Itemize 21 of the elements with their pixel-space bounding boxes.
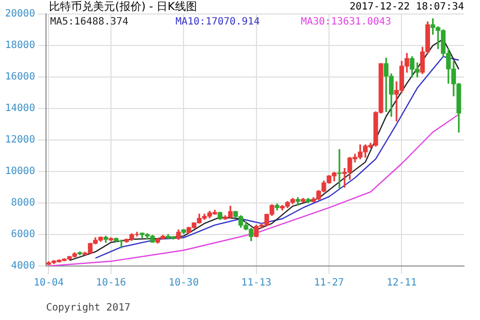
text: Copyright 2017 <box>46 302 130 314</box>
text: 2017-12-22 18:07:34 <box>350 2 464 13</box>
x-tick-label: 11-13 <box>241 278 272 289</box>
y-tick-label: 6000 <box>11 229 36 240</box>
x-tick-label: 10-04 <box>34 278 64 289</box>
y-tick-label: 14000 <box>4 103 36 114</box>
y-tick-label: 10000 <box>4 166 36 178</box>
y-tick-label: 16000 <box>4 72 36 83</box>
y-tick-label: 8000 <box>11 198 36 209</box>
y-tick-label: 18000 <box>4 40 36 52</box>
chart-title: 比特币兑美元(报价) - 日K线图 <box>49 0 197 13</box>
x-tick-label: 11-27 <box>314 278 344 289</box>
text: MA5:16488.374 <box>50 16 128 28</box>
x-tick-label: 10-16 <box>96 278 126 289</box>
y-tick-label: 12000 <box>4 134 36 146</box>
text: MA30:13631.0043 <box>300 16 392 28</box>
y-tick-label: 4000 <box>11 260 36 272</box>
x-tick-label: 12-11 <box>386 278 417 289</box>
text: MA10:17070.914 <box>175 16 260 28</box>
y-tick-label: 20000 <box>4 8 36 20</box>
x-tick-label: 10-30 <box>168 278 199 289</box>
